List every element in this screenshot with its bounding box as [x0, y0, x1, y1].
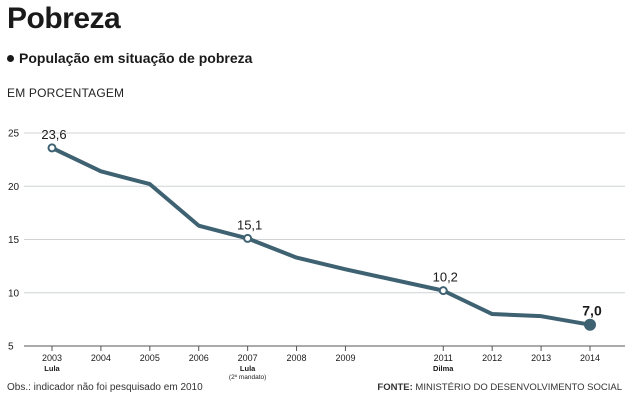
footnote: Obs.: indicador não foi pesquisado em 20…	[7, 382, 203, 393]
x-tick-label-2012: 2012	[482, 353, 502, 363]
y-tick-label-15: 15	[8, 235, 20, 246]
source-label: FONTE:	[377, 382, 413, 393]
source-credit: FONTE: MINISTÉRIO DO DESENVOLVIMENTO SOC…	[377, 382, 622, 393]
data-point-2014	[584, 318, 596, 331]
y-tick-label-25: 25	[8, 129, 20, 140]
data-point-2003	[47, 143, 57, 153]
x-tick-label-2006: 2006	[189, 353, 209, 363]
chart-title: Pobreza	[7, 2, 121, 35]
data-point-2011	[438, 286, 448, 296]
bullet-icon	[7, 54, 14, 62]
data-point-2007	[243, 233, 253, 243]
grid-lines	[24, 132, 625, 294]
x-tick-label-2013: 2013	[531, 353, 551, 363]
y-tick-label-5: 5	[8, 342, 14, 353]
data-labels: 23,6 15,1 10,2 7,0	[41, 127, 602, 331]
x-tick-label-2014: 2014	[580, 353, 600, 363]
y-tick-label-20: 20	[8, 182, 20, 193]
data-label-2007: 15,1	[237, 217, 262, 232]
x-annotation-2011-0: Dilma	[433, 364, 454, 373]
data-label-2003: 23,6	[41, 127, 66, 142]
series-polyline	[50, 145, 592, 327]
x-tick-label-2004: 2004	[91, 353, 111, 363]
x-tick-label-2011: 2011	[434, 353, 453, 363]
x-tick-label-2005: 2005	[140, 353, 160, 363]
x-tick-label-2008: 2008	[287, 353, 307, 363]
x-tick-label-2007: 2007	[238, 353, 258, 363]
chart-subtitle: População em situação de pobreza	[7, 50, 252, 66]
x-annotation-2007-0: Lula	[240, 364, 256, 373]
x-annotation-2003-0: Lula	[44, 364, 60, 373]
series-line	[50, 145, 592, 327]
x-axis: 2003 2004 2005 2006 2007 2008 2009 2011 2012 2013…	[24, 345, 625, 381]
subtitle-text: População em situação de pobreza	[19, 50, 253, 66]
x-tick-label-2003: 2003	[42, 353, 62, 363]
source-text: MINISTÉRIO DO DESENVOLVIMENTO SOCIAL	[415, 382, 622, 393]
y-axis-unit-label: EM PORCENTAGEM	[7, 86, 125, 100]
data-label-2014: 7,0	[582, 303, 602, 319]
y-tick-label-10: 10	[8, 288, 20, 299]
data-label-2011: 10,2	[433, 270, 458, 285]
x-tick-label-2009: 2009	[335, 353, 355, 363]
y-axis-ticks: 5 10 15 20 25	[8, 129, 20, 353]
x-annotation-2007-1: (2º mandato)	[229, 374, 266, 381]
